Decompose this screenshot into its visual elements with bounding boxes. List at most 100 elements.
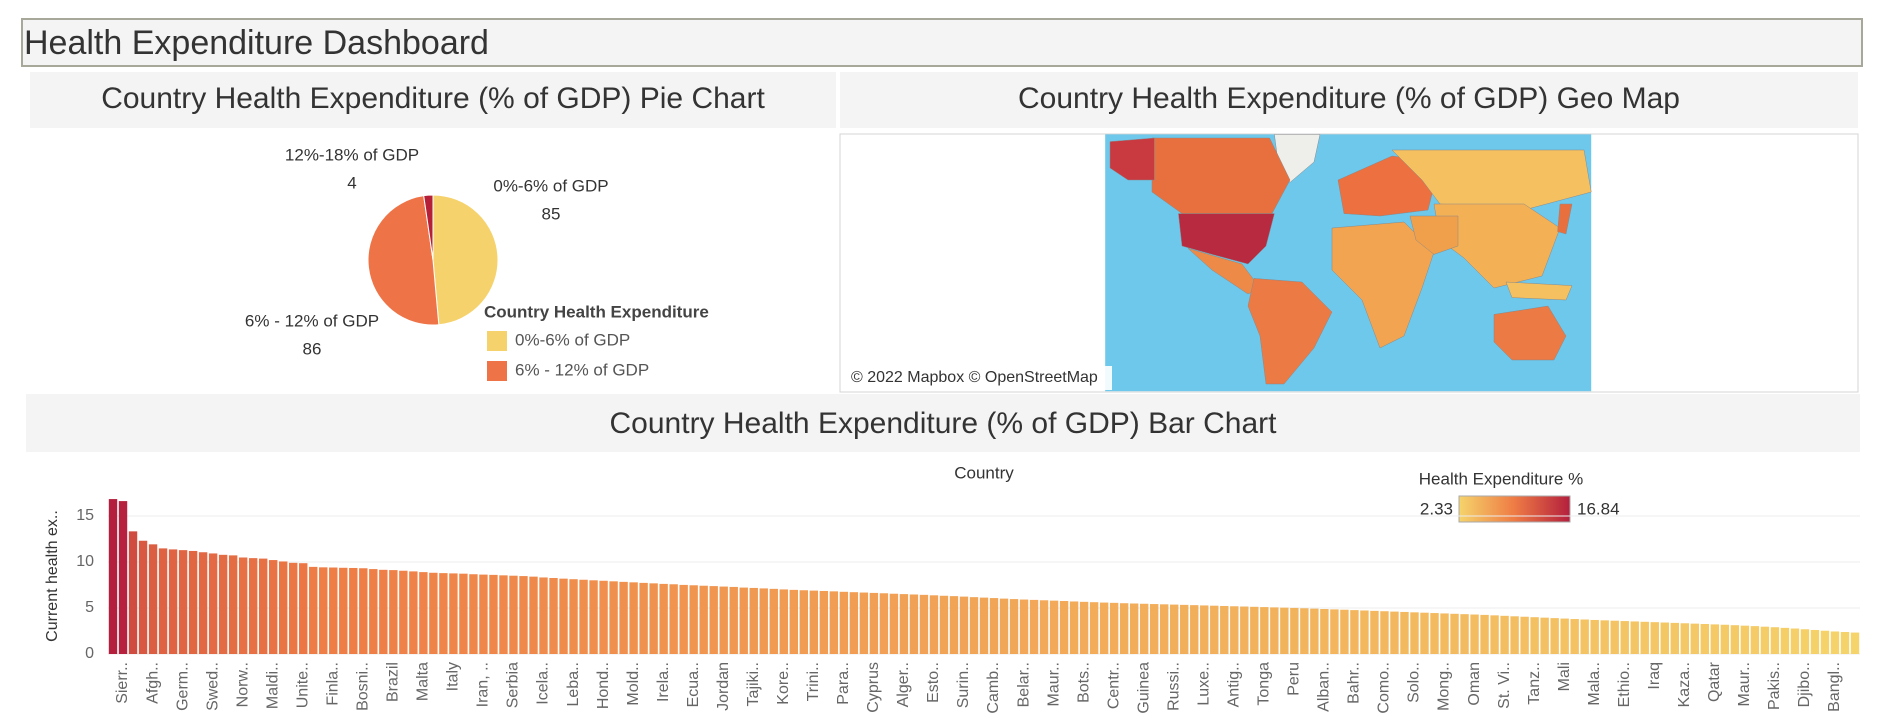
x-tick-label: Camb.. [985,662,1002,714]
bar [1320,609,1329,654]
x-tick-label: Peru [1286,662,1303,696]
x-tick-label: Brazil [385,662,402,702]
bar [1650,622,1659,654]
x-tick-label: Centr.. [1105,662,1122,709]
x-tick-label: Iran, .. [475,662,492,707]
x-tick-label: Bosni.. [355,662,372,711]
panel-header [26,394,1860,452]
bar [829,591,839,654]
bar [689,585,698,654]
bar [1250,606,1259,654]
bar [1430,613,1439,654]
bar [1139,603,1149,654]
bar [639,582,648,654]
bar [919,594,929,654]
header-box [21,18,1863,67]
x-tick-label: Finla.. [324,662,341,706]
bar [1240,606,1249,654]
bar [1160,604,1169,654]
bar [789,589,798,654]
legend-title: Health Expenditure % [1419,469,1583,488]
bar [268,560,278,654]
bar [1049,600,1059,654]
bar [549,578,558,654]
bar [1510,616,1519,654]
bar [489,574,498,654]
bar [1720,624,1730,654]
bar [779,589,788,654]
bar [148,544,158,654]
bar [929,595,939,654]
bar [369,569,378,654]
bar [278,561,288,654]
bar [1340,609,1349,654]
bar [389,570,398,654]
bar [629,582,638,654]
bar [1590,619,1599,654]
bar [1500,615,1509,654]
x-tick-label: Mala.. [1586,662,1603,706]
x-tick-label: Kore.. [775,662,792,705]
land [1109,137,1155,181]
y-tick-label: 0 [85,645,94,662]
bar [509,575,518,654]
x-tick-label: Icela.. [535,662,552,705]
bar [1290,607,1299,654]
bar [379,569,388,654]
x-tick-label: Esto.. [925,662,942,703]
x-tick-label: Afgh.. [144,662,161,704]
bar [128,531,138,654]
bar [799,590,808,654]
x-tick-label: Maldi.. [264,662,281,709]
legend-max: 16.84 [1577,499,1620,518]
bar [649,583,658,654]
bar [999,598,1009,654]
x-tick-label: Unite.. [294,662,311,708]
bar [669,584,678,654]
x-tick-label: Bahr.. [1346,662,1363,704]
x-tick-label: Hond.. [595,662,612,709]
x-tick-label: Cyprus [865,662,882,713]
bar [1440,613,1449,654]
bar [889,593,899,654]
legend-label: 0%-6% of GDP [515,330,630,349]
x-tick-label: Irela.. [655,662,672,702]
bar [1360,610,1369,654]
bar [899,594,909,654]
x-tick-label: Tanz.. [1526,662,1543,705]
x-tick-label: Oman [1466,662,1483,706]
x-tick-label: Solo.. [1406,662,1423,703]
bar [859,592,869,654]
bar [569,579,578,654]
bar [439,573,448,654]
bar [1450,613,1459,654]
bar [429,572,438,654]
x-tick-label: Italy [445,662,462,691]
bar [1690,623,1700,654]
bar [1270,607,1279,654]
bar [208,553,218,654]
bar [1200,605,1209,654]
bar [1790,628,1800,654]
bar [1190,605,1199,654]
x-tick-label: Qatar [1706,661,1723,702]
x-tick-label: Jordan [715,662,732,711]
bar [258,558,268,654]
bar [1220,605,1229,654]
panel-title: Country Health Expenditure (% of GDP) Ge… [1018,82,1680,115]
bar [1280,607,1289,654]
map[interactable] [1105,134,1592,392]
bar [1680,623,1690,654]
bar [559,578,568,654]
x-tick-label: Tonga [1256,662,1273,706]
x-tick-label: Pakis.. [1766,662,1783,710]
bar [979,597,989,654]
bar [1540,617,1549,654]
bar [1460,614,1469,654]
bar [359,568,368,654]
bar [1400,611,1409,654]
land [1151,137,1291,214]
bar [749,587,758,654]
bar [1069,601,1079,654]
